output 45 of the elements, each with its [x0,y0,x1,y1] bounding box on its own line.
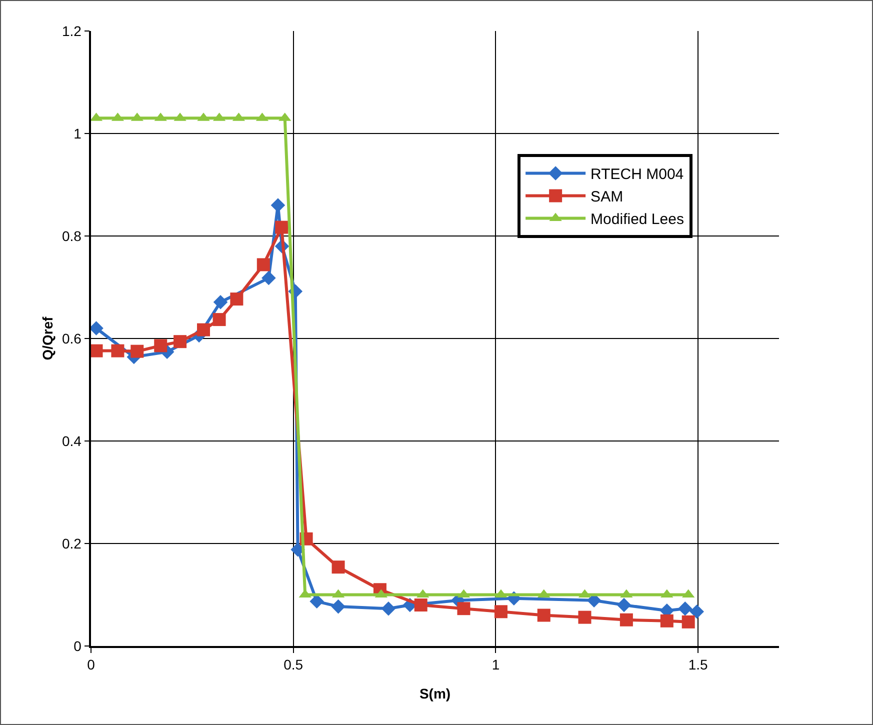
point [616,598,632,612]
point [174,335,187,348]
point [332,560,345,574]
y-tick-label: 1.2 [62,22,82,39]
x-tick-label: 0 [87,656,96,673]
x-axis-title: S(m) [419,686,451,702]
point [212,313,226,326]
x-tick-label: 1.5 [688,656,708,673]
point [310,594,324,609]
point [270,198,286,212]
point [89,321,104,336]
point [262,270,276,286]
point [537,608,550,622]
y-tick-label: 1 [74,125,82,142]
legend-label: Modified Lees [590,211,684,228]
y-tick-label: 0.6 [62,330,82,346]
legend-label: RTECH M004 [590,166,684,184]
point [197,323,210,336]
point [578,610,592,624]
point [130,344,144,358]
point [213,294,228,310]
x-tick-label: 0.5 [284,656,304,673]
point [414,598,428,612]
y-tick-label: 0 [74,638,82,654]
point [678,601,692,616]
point [381,601,396,616]
y-axis-title: Q/Qref [40,316,56,360]
y-tick-label: 0.2 [62,535,82,552]
point [457,602,470,616]
point [494,605,508,618]
point [154,339,168,352]
point [275,220,288,234]
point [90,344,103,358]
point [230,292,244,306]
x-tick-label: 1 [492,656,500,673]
point [331,599,346,614]
y-tick-label: 0.4 [62,432,82,449]
point [620,613,633,626]
legend-label: SAM [590,188,624,206]
point [682,615,695,628]
point [660,614,674,628]
point [690,604,704,619]
point [111,344,124,358]
y-tick-label: 0.8 [62,228,82,244]
point [256,258,270,272]
